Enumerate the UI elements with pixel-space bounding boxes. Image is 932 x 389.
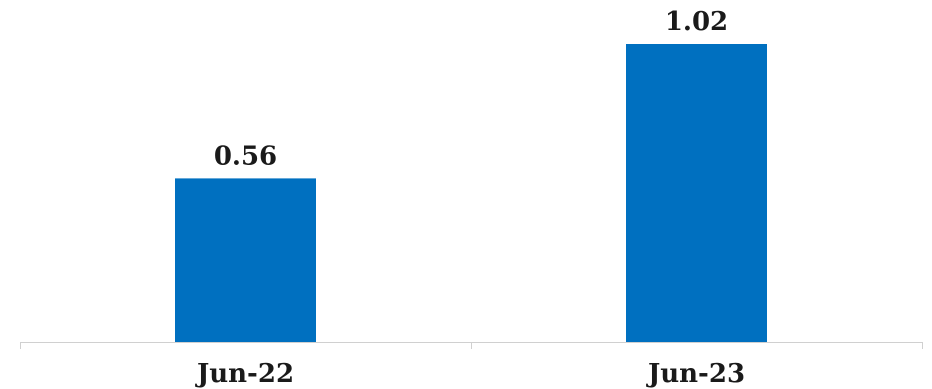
bars-layer [175,44,767,342]
x-tick-label-jun-23: Jun-23 [646,359,745,389]
data-label-jun-23: 1.02 [665,7,728,37]
x-tick-label-jun-22: Jun-22 [195,359,294,389]
labels-layer: 0.56 Jun-22 1.02 Jun-23 [195,7,745,389]
x-axis [20,342,923,349]
bar-jun-22 [175,178,316,342]
bar-jun-23 [626,44,767,342]
data-label-jun-22: 0.56 [214,141,277,171]
